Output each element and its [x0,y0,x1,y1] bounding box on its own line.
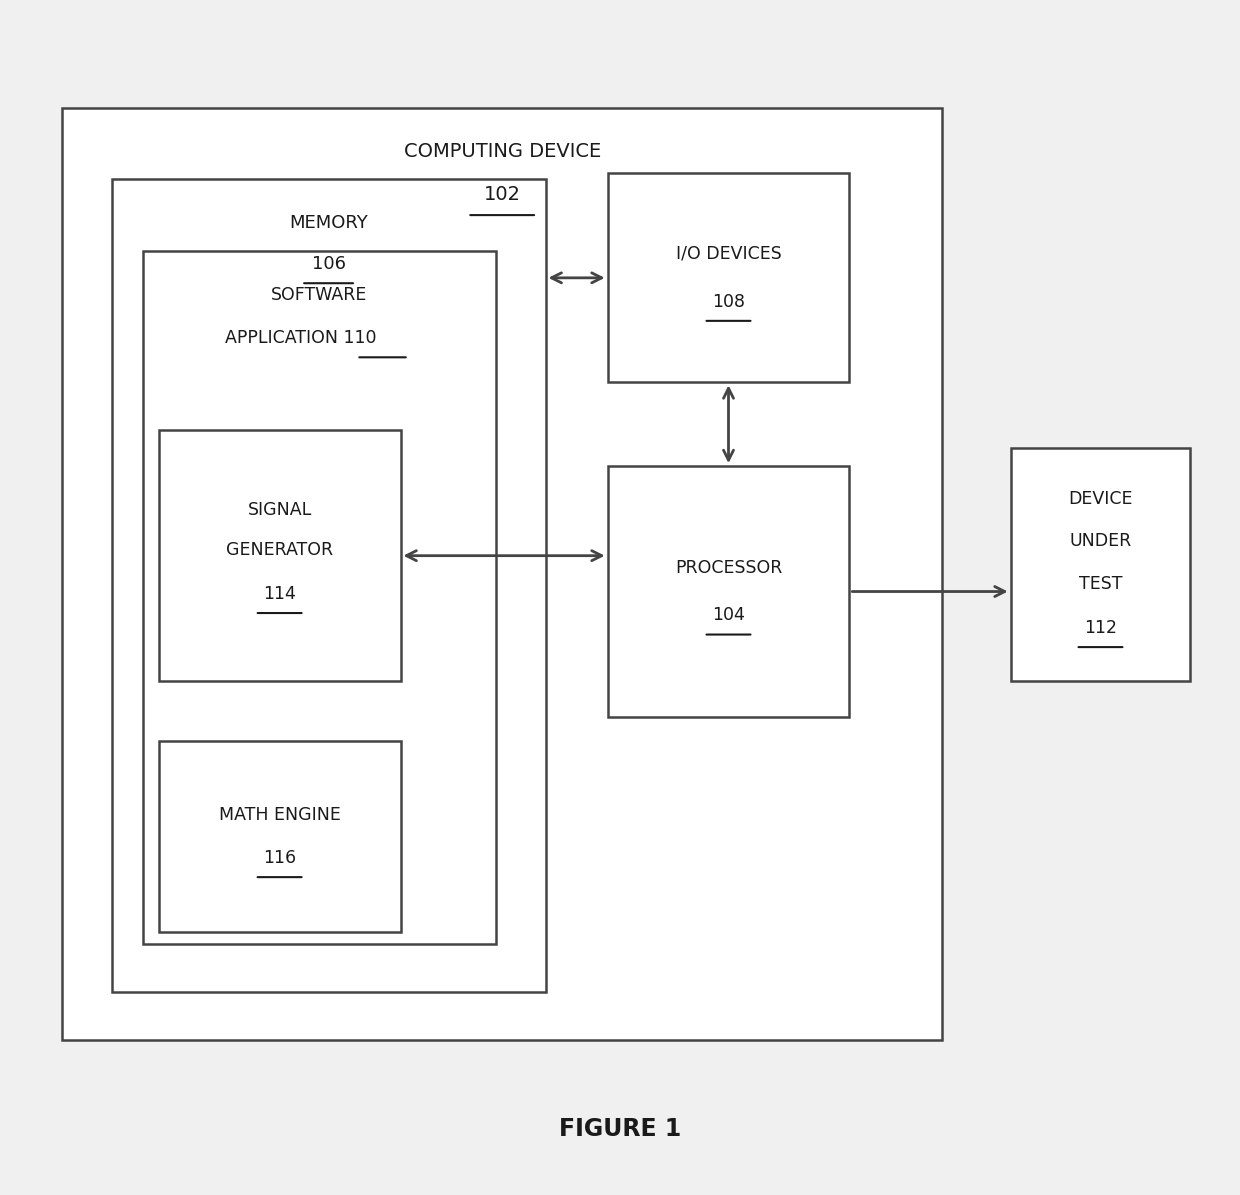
Text: 106: 106 [311,255,346,274]
Bar [1011,448,1190,681]
Bar [62,108,942,1040]
Text: 102: 102 [484,185,521,204]
Bar [159,741,401,932]
Text: SIGNAL: SIGNAL [248,501,311,520]
Text: I/O DEVICES: I/O DEVICES [676,245,781,263]
Text: 112: 112 [1084,619,1117,637]
Text: FIGURE 1: FIGURE 1 [559,1117,681,1141]
Text: 114: 114 [263,584,296,603]
Text: 116: 116 [263,848,296,868]
Text: MATH ENGINE: MATH ENGINE [218,805,341,825]
Text: GENERATOR: GENERATOR [226,540,334,559]
Bar [112,179,546,992]
Bar [159,430,401,681]
Text: 104: 104 [712,606,745,625]
Text: COMPUTING DEVICE: COMPUTING DEVICE [403,142,601,161]
Text: UNDER: UNDER [1069,532,1132,550]
Text: DEVICE: DEVICE [1068,490,1133,508]
Text: APPLICATION 110: APPLICATION 110 [224,329,377,348]
Bar [608,173,849,382]
Bar [608,466,849,717]
Text: SOFTWARE: SOFTWARE [272,286,367,305]
Text: TEST: TEST [1079,575,1122,593]
Text: 108: 108 [712,293,745,311]
Text: PROCESSOR: PROCESSOR [675,558,782,577]
Bar [143,251,496,944]
Text: MEMORY: MEMORY [289,214,368,233]
